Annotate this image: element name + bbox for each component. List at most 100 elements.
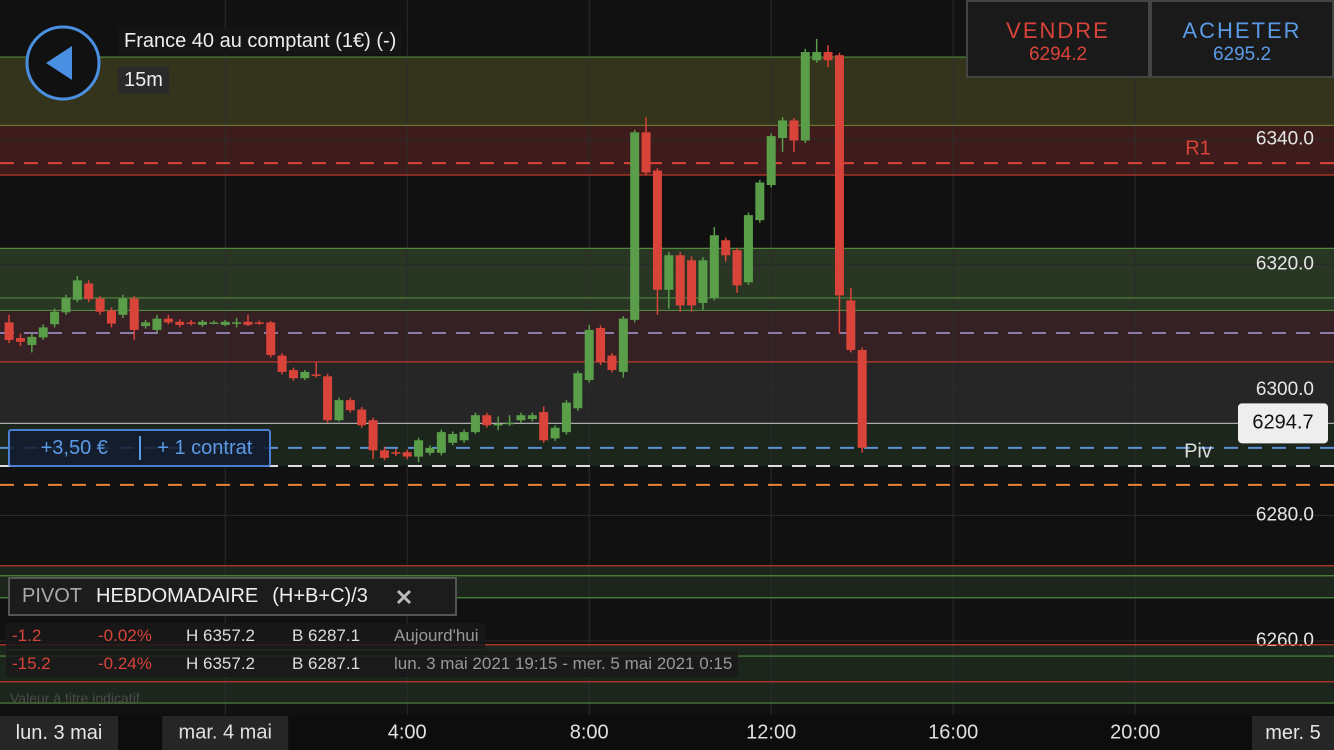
candle-body: [698, 260, 708, 303]
candle-body: [4, 322, 14, 340]
candle-body: [175, 321, 185, 325]
pivot-formula: (H+B+C)/3: [272, 585, 368, 607]
back-arrow[interactable]: [46, 46, 72, 80]
candle-body: [516, 415, 526, 421]
candle-body: [345, 400, 355, 411]
y-tick-label: 6340.0: [1256, 128, 1314, 149]
candle-body: [232, 322, 242, 324]
candle-body: [618, 318, 628, 372]
stats-row: -1.2 -0.02% H 6357.2 B 6287.1 Aujourd'hu…: [6, 623, 485, 649]
x-tick-label: mar. 4 mai: [179, 721, 272, 743]
period: Aujourd'hui: [394, 626, 479, 645]
back-button[interactable]: [8, 8, 118, 118]
pivot-name: PIVOT: [22, 585, 83, 607]
candle-body: [368, 420, 378, 451]
buy-label: ACHETER: [1182, 18, 1302, 43]
candle-body: [254, 322, 264, 324]
candle-body: [766, 136, 776, 186]
candle-body: [573, 373, 583, 409]
sell-label: VENDRE: [1006, 18, 1110, 43]
low: B 6287.1: [292, 654, 361, 673]
candle-body: [789, 120, 799, 141]
candle-body: [163, 318, 173, 323]
low: B 6287.1: [292, 626, 361, 645]
candle-body: [106, 310, 116, 324]
candle-body: [607, 355, 617, 371]
candle-body: [596, 328, 606, 363]
candle-body: [823, 52, 833, 61]
candle-body: [95, 298, 105, 312]
candle-body: [129, 298, 139, 330]
candle-body: [266, 322, 276, 355]
disclaimer: Valeur à titre indicatif: [10, 690, 140, 706]
candle-body: [527, 415, 537, 419]
stats-row: -15.2 -0.24% H 6357.2 B 6287.1 lun. 3 ma…: [6, 651, 739, 677]
buy-button[interactable]: ACHETER 6295.2: [1150, 0, 1334, 78]
sell-price: 6294.2: [1028, 44, 1088, 65]
candle-body: [584, 329, 594, 381]
change-percent: -0.24%: [98, 654, 152, 673]
y-tick-label: 6300.0: [1256, 379, 1314, 400]
candle-body: [414, 440, 424, 457]
candle-body: [277, 355, 287, 372]
pivot-panel: PIVOT HEBDOMADAIRE (H+B+C)/3: [8, 577, 457, 616]
x-tick-label: 20:00: [1110, 721, 1160, 743]
candle-body: [436, 432, 446, 453]
change-percent: -0.02%: [98, 626, 152, 645]
candle-body: [391, 452, 401, 454]
candle-body: [778, 120, 788, 138]
change: -1.2: [12, 626, 42, 645]
position-size: + 1 contrat: [157, 436, 253, 459]
candle-body: [186, 322, 196, 324]
candle-body: [118, 298, 128, 315]
close-icon[interactable]: [396, 589, 411, 604]
period: lun. 3 mai 2021 19:15 - mer. 5 mai 2021 …: [394, 654, 733, 673]
candle-body: [61, 297, 71, 313]
candle-body: [550, 427, 560, 439]
interval[interactable]: 15m: [118, 67, 169, 94]
candle-body: [800, 52, 810, 141]
candle-body: [732, 250, 742, 286]
separator: [138, 436, 141, 460]
x-tick-label: 12:00: [746, 721, 796, 743]
level-label: Piv: [1184, 440, 1212, 462]
candle-body: [197, 321, 207, 325]
candle-body: [84, 283, 94, 300]
candle-body: [379, 450, 389, 458]
candle-body: [470, 415, 480, 433]
candle-body: [334, 400, 344, 421]
date-label-left: lun. 3 mai: [0, 716, 118, 750]
candle-body: [630, 132, 640, 320]
candle-body: [675, 255, 685, 306]
y-tick-label: 6280.0: [1256, 505, 1314, 526]
candle-body: [152, 318, 162, 330]
candle-body: [402, 452, 412, 457]
candle-body: [857, 349, 867, 448]
date-box: [162, 716, 289, 750]
candle-body: [27, 336, 37, 345]
position-pnl: +3,50 €: [40, 436, 108, 459]
candle-body: [141, 322, 151, 327]
y-tick-label: 6260.0: [1256, 630, 1314, 651]
change: -15.2: [12, 654, 51, 673]
y-tick-label: 6320.0: [1256, 254, 1314, 275]
candle-body: [539, 412, 549, 441]
high: H 6357.2: [186, 654, 255, 673]
position-box[interactable]: +3,50 € + 1 contrat: [8, 429, 271, 467]
sell-button[interactable]: VENDRE 6294.2: [966, 0, 1150, 78]
buy-price: 6295.2: [1212, 44, 1272, 65]
price-zone: [0, 125, 1334, 175]
candle-body: [709, 235, 719, 298]
candle-body: [482, 415, 492, 426]
candle-body: [459, 432, 469, 441]
x-tick-label: 16:00: [928, 721, 978, 743]
close-button[interactable]: [394, 587, 414, 607]
candle-body: [288, 370, 298, 379]
pivot-period: HEBDOMADAIRE: [96, 585, 259, 607]
candle-body: [300, 371, 310, 379]
candle-body: [209, 322, 219, 324]
candle-body: [38, 327, 48, 338]
price-zone: [0, 361, 1334, 424]
candle-body: [220, 321, 230, 325]
